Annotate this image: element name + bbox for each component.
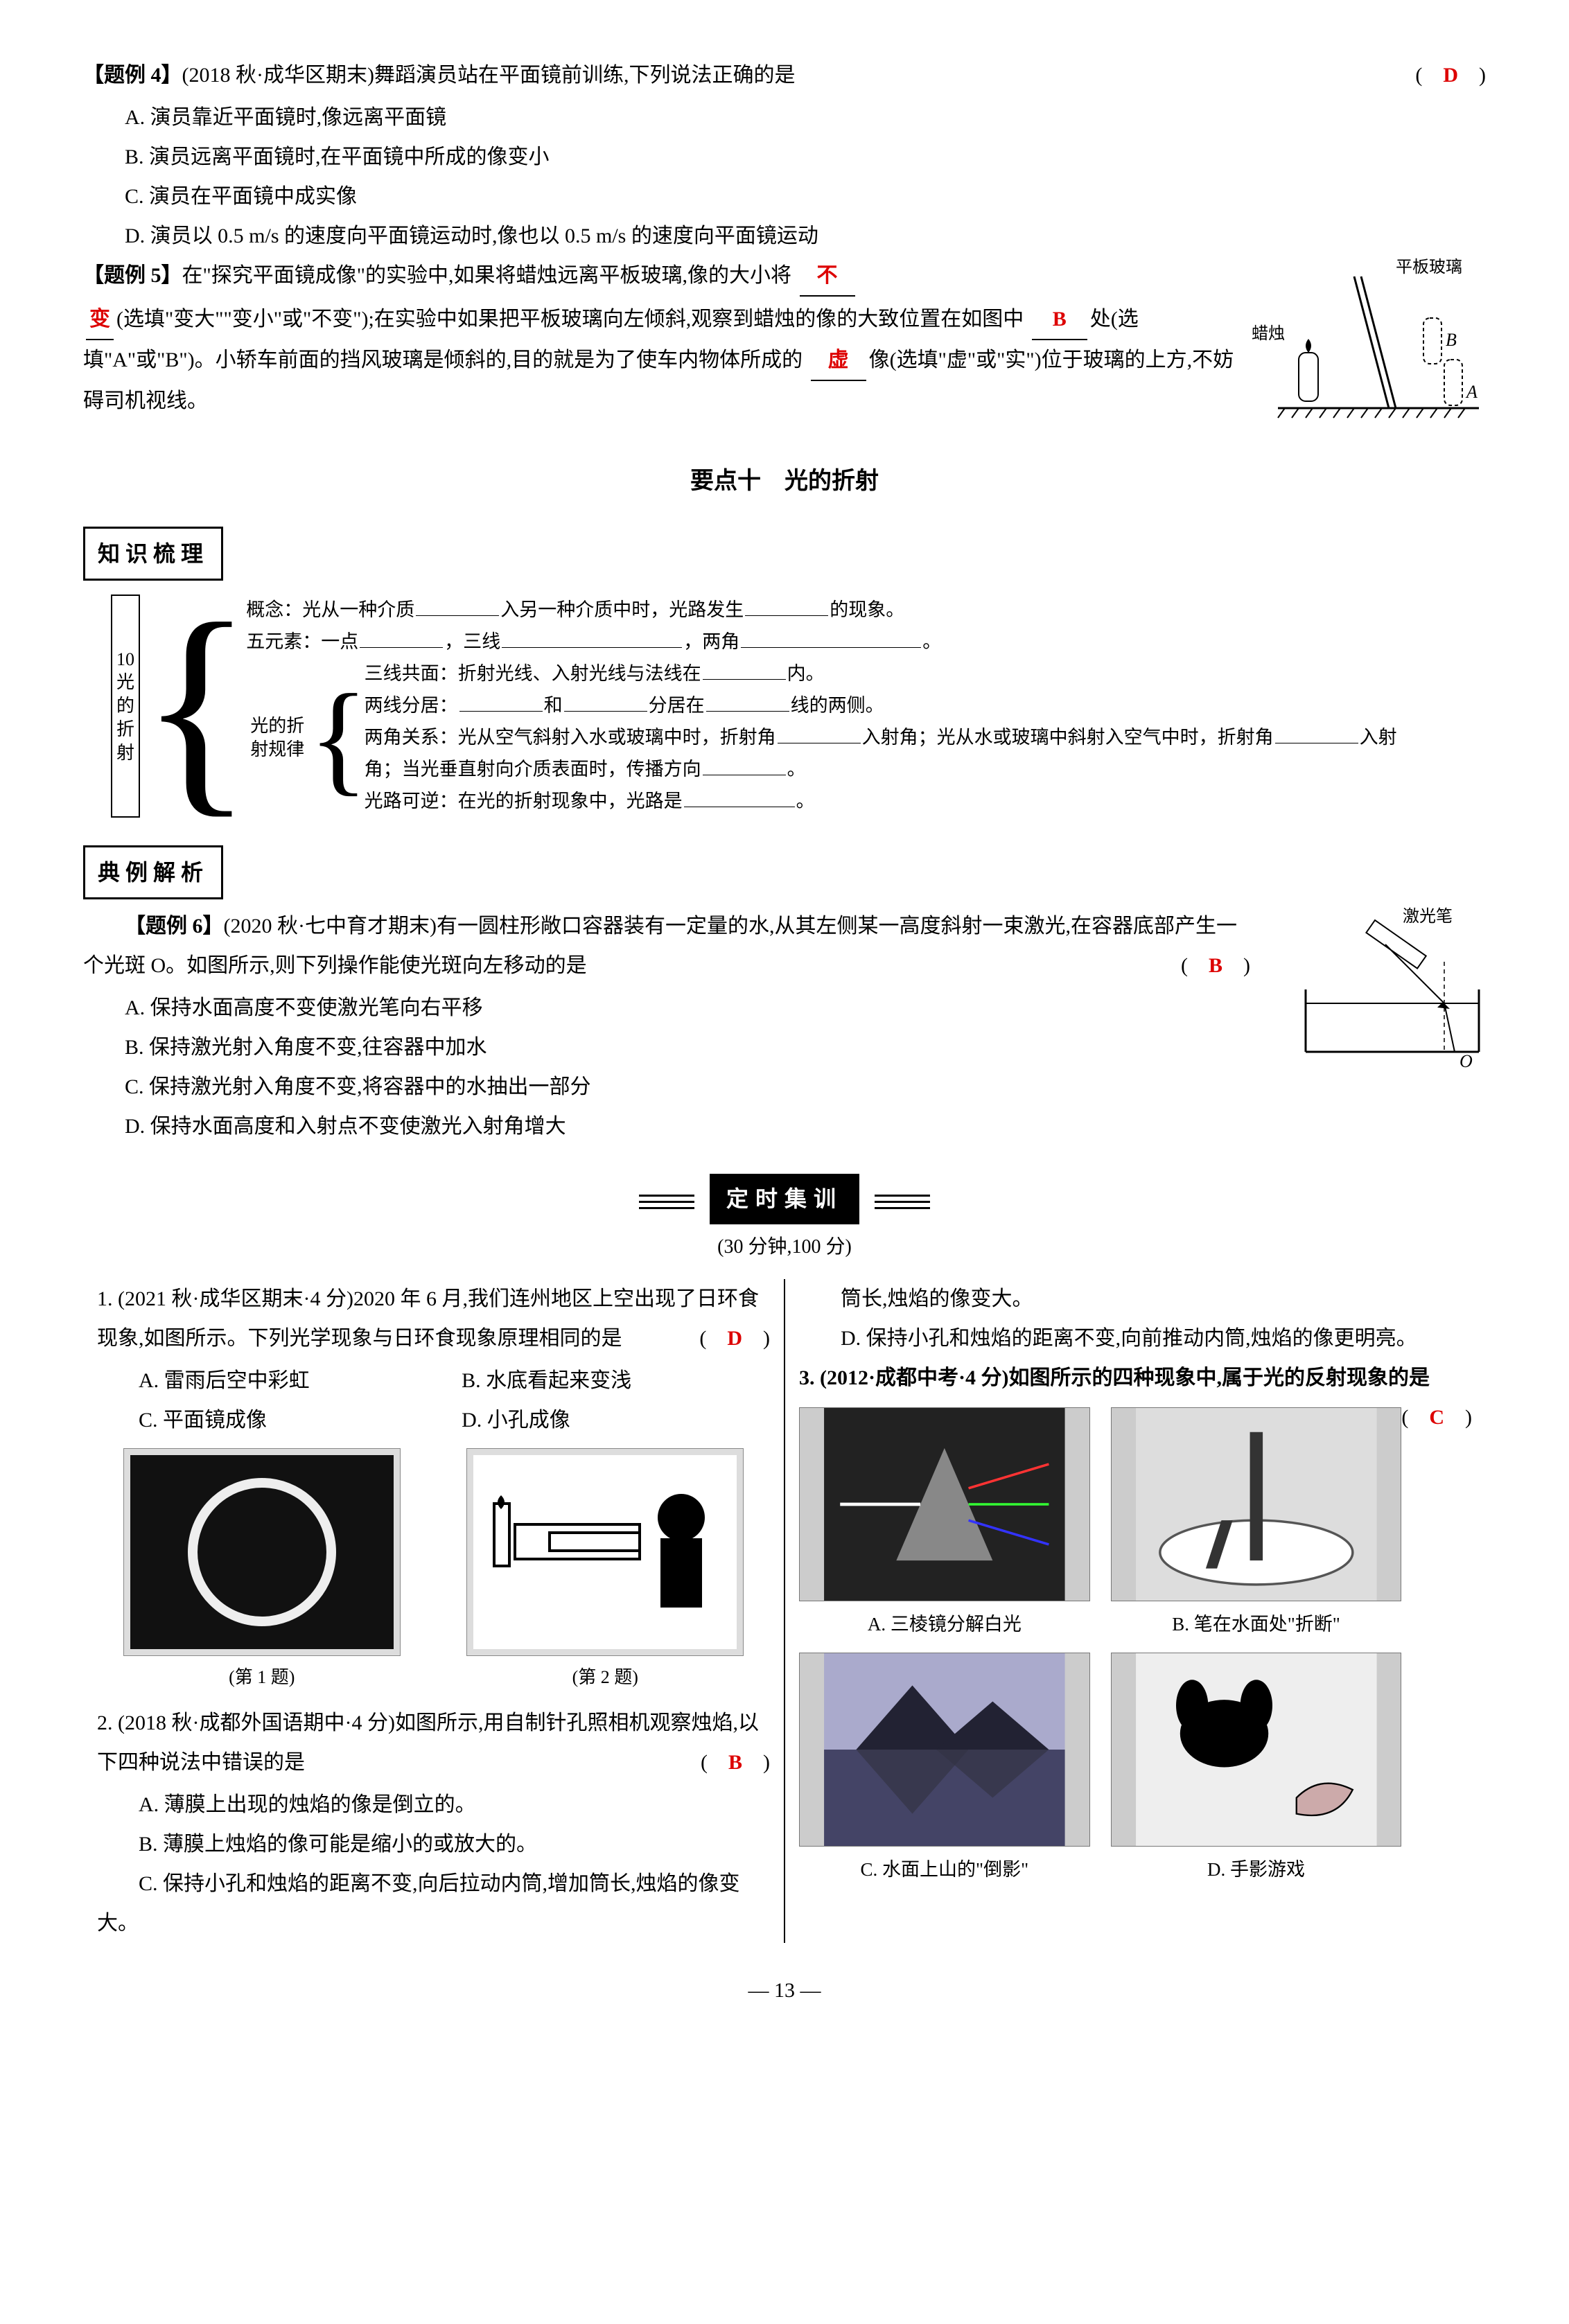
q1-stem: 1. (2021 秋·成华区期末·4 分)2020 年 6 月,我们连州地区上空… [97,1287,759,1350]
ex5-t2: (选填"变大""变小"或"不变");在实验中如果把平板玻璃向左倾斜,观察到蜡烛的… [116,308,1024,331]
ex4-answer: D [1443,64,1458,87]
q2-a: A. 薄膜上出现的烛焰的像是倒立的。 [97,1785,770,1824]
page-number: — 13 — [83,1971,1486,2010]
ex5-figure: 平板玻璃 蜡烛 B A [1250,256,1486,436]
ex5-t1: 在"探究平面镜成像"的实验中,如果将蜡烛远离平板玻璃,像的大小将 [182,264,792,287]
q1-figure [123,1448,401,1656]
q3-figure-grid: A. 三棱镜分解白光 B. 笔在水面处"折断" C. 水面上山的"倒影" D. … [799,1407,1401,1887]
q2-stem: 2. (2018 秋·成都外国语期中·4 分)如图所示,用自制针孔照相机观察烛焰… [97,1711,759,1774]
q3-img-b [1111,1407,1402,1601]
tree-content: 概念：光从一种介质入另一种介质中时，光路发生的现象。 五元素：一点，三线，两角。… [246,595,1403,817]
knowledge-tree: 10光的折射 { 概念：光从一种介质入另一种介质中时，光路发生的现象。 五元素：… [111,595,1486,817]
tree-sub-label: 光的折射规律 [246,712,308,764]
q3-c: C. 水面上山的"倒影" [799,1852,1090,1887]
ex5-ans2: B [1032,299,1087,340]
ex6-figure: 激光笔 O [1264,906,1486,1073]
timed-header: 定时集训 [83,1174,1486,1224]
example-label: 典例解析 [83,845,223,900]
brace-icon: { [140,600,253,812]
tree-sub: 三线共面：折射光线、入射光线与法线在内。 两线分居：和分居在线的两侧。 两角关系… [365,658,1404,817]
timed-columns: 1. (2021 秋·成华区期末·4 分)2020 年 6 月,我们连州地区上空… [83,1279,1486,1942]
q2-d: D. 保持小孔和烛焰的距离不变,向前推动内筒,烛焰的像更明亮。 [799,1319,1472,1358]
q3-d: D. 手影游戏 [1111,1852,1402,1887]
q1-b: B. 水底看起来变浅 [420,1361,743,1400]
ex6-answer: B [1209,954,1222,977]
q3-b: B. 笔在水面处"折断" [1111,1607,1402,1642]
fig-label-candle: 蜡烛 [1252,324,1285,343]
tree-r1: 概念：光从一种介质入另一种介质中时，光路发生的现象。 [246,595,1403,626]
ex4-stem: (2018 秋·成华区期末)舞蹈演员站在平面镜前训练,下列说法正确的是 [182,64,796,87]
brace-small-icon: { [308,682,368,794]
col-left: 1. (2021 秋·成华区期末·4 分)2020 年 6 月,我们连州地区上空… [83,1279,785,1942]
svg-text:O: O [1460,1051,1473,1071]
q3-img-a [799,1407,1090,1601]
q2-figure [466,1448,744,1656]
svg-text:A: A [1465,382,1478,402]
q2-answer: B [728,1751,742,1774]
q1-paren: ( D ) [699,1319,770,1358]
q1-c: C. 平面镜成像 [97,1400,420,1440]
ex5-label: 【题例 5】 [83,264,182,287]
example-4: ( D ) 【题例 4】(2018 秋·成华区期末)舞蹈演员站在平面镜前训练,下… [83,55,1486,95]
tree-r3-2: 两线分居：和分居在线的两侧。 [365,690,1404,722]
knowledge-label: 知识梳理 [83,527,223,581]
q3-img-c [799,1653,1090,1847]
q1-a: A. 雷雨后空中彩虹 [97,1361,420,1400]
q2-b: B. 薄膜上烛焰的像可能是缩小的或放大的。 [97,1824,770,1864]
tree-r3-1: 三线共面：折射光线、入射光线与法线在内。 [365,658,1404,690]
ex4-opt-d: D. 演员以 0.5 m/s 的速度向平面镜运动时,像也以 0.5 m/s 的速… [83,216,1486,256]
tree-r2: 五元素：一点，三线，两角。 [246,626,1403,658]
timed-sub: (30 分钟,100 分) [83,1229,1486,1265]
ex5-ans1b: 变 [86,299,114,340]
tree-r3-3: 两角关系：光从空气斜射入水或玻璃中时，折射角入射角；光从水或玻璃中斜射入空气中时… [365,722,1404,786]
ex4-opt-a: A. 演员靠近平面镜时,像远离平面镜 [83,98,1486,137]
q3: 3. (2012·成都中考·4 分)如图所示的四种现象中,属于光的反射现象的是 … [799,1358,1472,1398]
svg-text:B: B [1446,330,1457,350]
q3-paren: ( C ) [1401,1398,1472,1437]
ex4-opt-c: C. 演员在平面镜中成实像 [83,177,1486,216]
q2-c-cont: 筒长,烛焰的像变大。 [799,1279,1472,1319]
tree-root: 10光的折射 [111,595,140,817]
q2-paren: ( B ) [701,1743,770,1782]
q2: 2. (2018 秋·成都外国语期中·4 分)如图所示,用自制针孔照相机观察烛焰… [97,1703,770,1782]
q3-stem: 3. (2012·成都中考·4 分)如图所示的四种现象中,属于光的反射现象的是 [799,1366,1430,1389]
ex6-opt-d: D. 保持水面高度和入射点不变使激光入射角增大 [83,1107,1486,1146]
ex5-ans1a: 不 [800,256,855,297]
ex4-label: 【题例 4】 [83,64,182,87]
fig-label-glass: 平板玻璃 [1396,258,1462,276]
section-10-title: 要点十 光的折射 [83,459,1486,504]
q1-caption: (第 1 题) [123,1660,401,1694]
ex4-answer-paren: ( D ) [1415,55,1486,95]
q1-d: D. 小孔成像 [420,1400,743,1440]
q3-answer: C [1429,1406,1444,1429]
q3-img-d [1111,1653,1402,1847]
ex6-answer-paren: ( B ) [1139,946,1250,985]
q1-q2-figures: (第 1 题) (第 2 题) [97,1448,770,1694]
q2-c: C. 保持小孔和烛焰的距离不变,向后拉动内筒,增加筒长,烛焰的像变大。 [97,1864,770,1943]
svg-text:激光笔: 激光笔 [1403,907,1453,926]
ex6-opt-c: C. 保持激光射入角度不变,将容器中的水抽出一部分 [83,1067,1486,1107]
ex6-label: 【题例 6】 [125,915,224,937]
q1: 1. (2021 秋·成华区期末·4 分)2020 年 6 月,我们连州地区上空… [97,1279,770,1358]
timed-title: 定时集训 [710,1174,859,1224]
example-6: 激光笔 O 【题例 6】(2020 秋·七中育才期末)有一圆柱形敞口容器装有一定… [83,906,1486,1146]
tree-r3-4: 光路可逆：在光的折射现象中，光路是。 [365,786,1404,818]
col-right: 筒长,烛焰的像变大。 D. 保持小孔和烛焰的距离不变,向前推动内筒,烛焰的像更明… [785,1279,1486,1942]
ex4-opt-b: B. 演员远离平面镜时,在平面镜中所成的像变小 [83,137,1486,177]
ex5-ans3: 虚 [811,340,866,381]
q3-a: A. 三棱镜分解白光 [799,1607,1090,1642]
q2-caption: (第 2 题) [466,1660,744,1694]
example-5: 平板玻璃 蜡烛 B A 【 [83,256,1486,443]
q1-answer: D [727,1327,742,1350]
ex6-stem: (2020 秋·七中育才期末)有一圆柱形敞口容器装有一定量的水,从其左侧某一高度… [83,915,1237,977]
